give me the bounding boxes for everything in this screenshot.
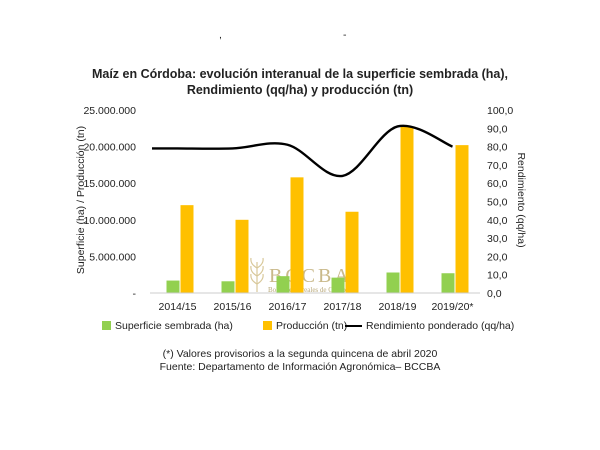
left-tick-label: 15.000.000 — [83, 178, 136, 190]
line-rendimiento — [151, 124, 453, 178]
legend: Superficie sembrada (ha) Producción (tn)… — [102, 320, 514, 332]
bar-produccion — [180, 205, 194, 293]
right-tick-label: 20,0 — [487, 251, 508, 263]
chart-title-line1: Maíz en Córdoba: evolución interanual de… — [92, 67, 508, 81]
left-tick-label: 25.000.000 — [83, 105, 136, 117]
right-tick-label: 50,0 — [487, 197, 508, 209]
bar-superficie — [276, 276, 290, 293]
category-label: 2017/18 — [324, 301, 362, 313]
legend-label-superficie: Superficie sembrada (ha) — [115, 320, 233, 332]
bar-superficie — [386, 272, 400, 293]
right-tick-label: 60,0 — [487, 178, 508, 190]
category-label: 2015/16 — [214, 301, 252, 313]
bar-superficie — [166, 280, 180, 293]
wheat-icon — [250, 257, 264, 292]
artifact-mark: - — [343, 29, 347, 41]
category-label: 2016/17 — [269, 301, 307, 313]
left-tick-label: 5.000.000 — [89, 251, 136, 263]
right-tick-label: 70,0 — [487, 160, 508, 172]
category-label: 2018/19 — [379, 301, 417, 313]
bar-produccion — [400, 126, 414, 293]
legend-swatch-superficie — [102, 321, 111, 330]
right-tick-label: 30,0 — [487, 233, 508, 245]
bar-produccion — [290, 177, 304, 293]
right-axis-label: Rendimiento (qq/ha) — [515, 152, 527, 247]
category-label: 2019/20* — [431, 301, 473, 313]
line-group — [151, 124, 453, 178]
footnote: (*) Valores provisorios a la segunda qui… — [163, 348, 438, 360]
source-note: Fuente: Departamento de Información Agro… — [160, 361, 441, 373]
left-tick-label: 20.000.000 — [83, 142, 136, 154]
legend-swatch-produccion — [263, 321, 272, 330]
left-tick-label: 10.000.000 — [83, 215, 136, 227]
right-tick-label: 10,0 — [487, 270, 508, 282]
right-tick-label: 40,0 — [487, 215, 508, 227]
left-tick-label: - — [133, 288, 137, 300]
bars-group — [166, 126, 469, 293]
right-tick-label: 80,0 — [487, 142, 508, 154]
bar-superficie — [331, 277, 345, 293]
category-label: 2014/15 — [159, 301, 197, 313]
artifact-mark: , — [219, 29, 222, 41]
right-tick-label: 100,0 — [487, 105, 513, 117]
watermark-subtext: Bolsa de Cereales de Córdoba — [268, 286, 353, 294]
bar-produccion — [235, 219, 249, 293]
chart-title-line2: Rendimiento (qq/ha) y producción (tn) — [187, 83, 413, 97]
legend-label-produccion: Producción (tn) — [276, 320, 347, 332]
right-tick-label: 90,0 — [487, 123, 508, 135]
left-axis-label: Superficie (ha) / Producción (tn) — [75, 126, 87, 274]
bar-superficie — [441, 273, 455, 293]
bar-produccion — [455, 145, 469, 293]
category-labels: 2014/15 2015/16 2016/17 2017/18 2018/19 2019/… — [159, 301, 474, 313]
left-axis-ticks: - 5.000.000 10.000.000 15.000.000 20.000.000… — [83, 105, 136, 300]
bar-superficie — [221, 281, 235, 293]
right-axis-ticks: 0,0 10,0 20,0 30,0 40,0 50,0 60,0 70,0 80,0 90,0 1… — [487, 105, 513, 300]
bar-produccion — [345, 211, 359, 293]
right-tick-label: 0,0 — [487, 288, 502, 300]
legend-label-rendimiento: Rendimiento ponderado (qq/ha) — [366, 320, 514, 332]
